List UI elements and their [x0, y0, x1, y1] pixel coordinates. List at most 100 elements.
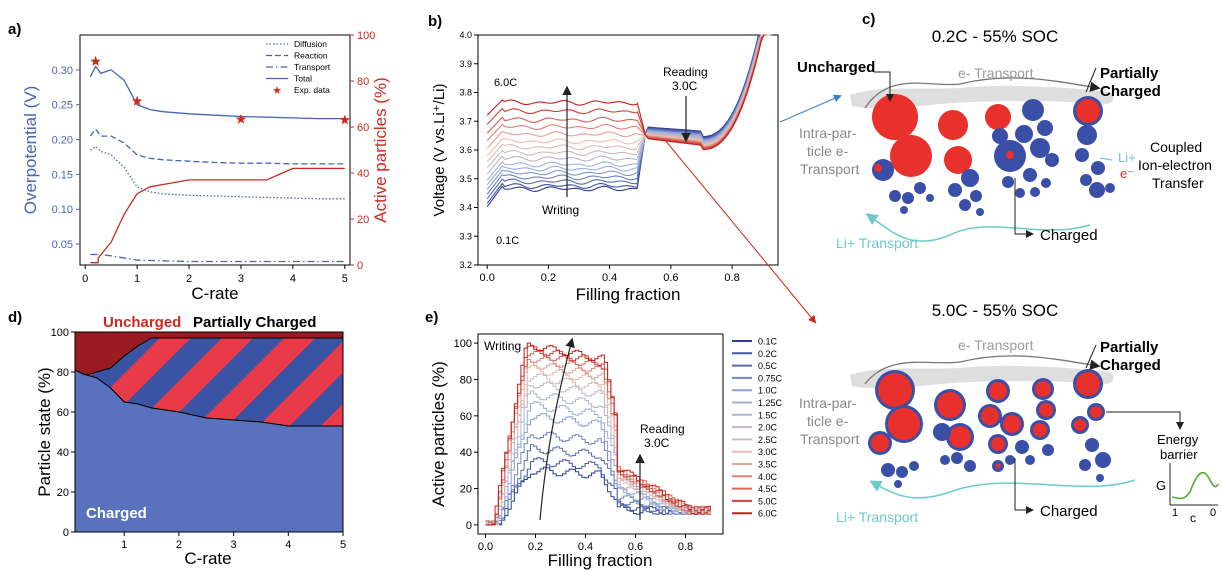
series-diffusion	[90, 145, 345, 200]
writing-curve	[486, 155, 638, 175]
panel-a-y2tick-label: 100	[357, 30, 375, 42]
particle	[1039, 403, 1053, 417]
panel-e-xtick-label: 0.6	[628, 541, 643, 553]
particle	[1075, 148, 1089, 162]
panel-e-xtick-label: 0.4	[578, 541, 593, 553]
series-reaction	[89, 128, 345, 165]
panel-b-frame	[477, 34, 779, 266]
panel-b-xlabel: Filling fraction	[576, 285, 681, 304]
legend-label: 1.0C	[758, 386, 778, 396]
particle	[1042, 444, 1054, 456]
particle	[871, 434, 889, 452]
particle	[914, 182, 926, 194]
panel-d-label-charged: Charged	[86, 505, 147, 522]
legend-label: Reaction	[294, 51, 328, 61]
panel-label-e: e)	[425, 309, 438, 326]
label-coupled-3: Transfer	[1152, 175, 1204, 191]
particle-partial	[1076, 99, 1100, 123]
area-charged	[74, 369, 344, 533]
series-total	[89, 65, 345, 120]
panel-b-writing-label: Writing	[542, 203, 579, 217]
panel-a-xtick-label: 0	[82, 273, 88, 285]
panel-b-ytick-label: 3.7	[459, 116, 472, 126]
exp-data-star	[90, 56, 101, 66]
label-intra-1-top: Intra-par-	[799, 125, 857, 141]
particle	[948, 183, 962, 197]
inset-g-label: G	[1156, 478, 1166, 493]
label-li-transport-top: Li+ Transport	[836, 235, 918, 251]
particle	[926, 194, 934, 202]
particle	[1002, 176, 1014, 188]
particle	[989, 382, 1007, 400]
particle	[1035, 381, 1051, 397]
particle	[1030, 138, 1050, 158]
panel-d-chart: 0 20 40 60 80 100 1 2 3 4 5 Uncharged Partially Ch…	[35, 314, 346, 568]
panel-b-xtick-label: 0.4	[602, 272, 617, 284]
panel-e-xtick-label: 0.2	[528, 541, 543, 553]
particle	[902, 192, 914, 204]
particle	[949, 426, 971, 448]
particle-partial	[1076, 372, 1100, 396]
li-transport-path-bottom	[869, 479, 1136, 499]
panel-d-label-partial: Partially Charged	[193, 314, 316, 331]
panel-d-ytick-label: 100	[51, 327, 69, 339]
label-energy-1: Energy	[1157, 432, 1199, 447]
panel-a-xtick-label: 1	[134, 273, 140, 285]
legend-label: 1.5C	[758, 410, 778, 420]
particle	[888, 408, 920, 440]
panel-b-ytick-label: 3.2	[459, 260, 472, 270]
writing-curve	[486, 161, 638, 181]
particle	[1037, 120, 1053, 136]
panel-e-chart: 0 20 40 60 80 100 0.0 0.2 0.4 0.6 0.8 Writing Read…	[429, 333, 783, 570]
panel-d-label-uncharged: Uncharged	[103, 314, 181, 331]
label-energy-2: barrier	[1160, 447, 1198, 462]
energy-pointer	[1106, 411, 1184, 430]
panel-c-schematic: 0.2C - 55% SOC 5.0C - 55% SOC e- Transpo…	[797, 27, 1219, 525]
writing-curve	[486, 185, 638, 207]
particle	[1090, 406, 1102, 418]
panel-b-reading-rate: 3.0C	[672, 79, 698, 93]
particle	[1079, 459, 1091, 471]
particle	[992, 128, 1008, 144]
label-intra-1-bottom: Intra-par-	[799, 395, 857, 411]
panel-a-xlabel: C-rate	[191, 284, 238, 303]
writing-curve	[486, 116, 638, 134]
panel-b-ytick-label: 3.6	[459, 145, 472, 155]
particle	[900, 206, 908, 214]
particle	[881, 463, 895, 477]
particle-core	[1006, 151, 1014, 159]
particle	[1003, 415, 1021, 433]
panel-d-ylabel: Particle state (%)	[35, 367, 54, 496]
particle	[889, 190, 901, 202]
label-e-transport-top: e- Transport	[958, 65, 1034, 81]
panel-b-xtick-label: 0.6	[663, 272, 678, 284]
panel-b-xtick-label: 0.0	[480, 272, 495, 284]
particle	[1074, 419, 1086, 431]
active-curve	[485, 444, 711, 526]
label-charged-bottom: Charged	[1040, 503, 1098, 520]
particle	[959, 199, 971, 211]
active-curve	[485, 466, 711, 526]
active-curve	[485, 390, 711, 526]
particle	[1022, 99, 1044, 121]
legend-label: 3.0C	[758, 447, 778, 457]
partial-pointer-bottom	[1085, 344, 1097, 369]
panel-b-ytick-label: 3.4	[459, 203, 472, 213]
charged-pointer-bottom	[1014, 458, 1034, 514]
writing-curve	[486, 178, 638, 200]
panel-a-frame	[79, 34, 351, 266]
panel-d-ytick-label: 60	[57, 407, 69, 419]
particle	[933, 423, 951, 441]
exp-data-star	[339, 114, 350, 125]
label-intra-3-bottom: Transport	[800, 431, 860, 447]
panel-label-d: d)	[8, 309, 22, 326]
panel-d-xtick-label: 1	[121, 539, 127, 551]
particle	[976, 208, 984, 216]
panel-a-ytick-label: 0.15	[52, 169, 73, 181]
panel-b-label-6c: 6.0C	[494, 77, 517, 89]
panel-e-ytick-label: 100	[454, 338, 472, 350]
li-transport-path-top	[865, 213, 1091, 242]
panel-label-b: b)	[428, 13, 442, 30]
